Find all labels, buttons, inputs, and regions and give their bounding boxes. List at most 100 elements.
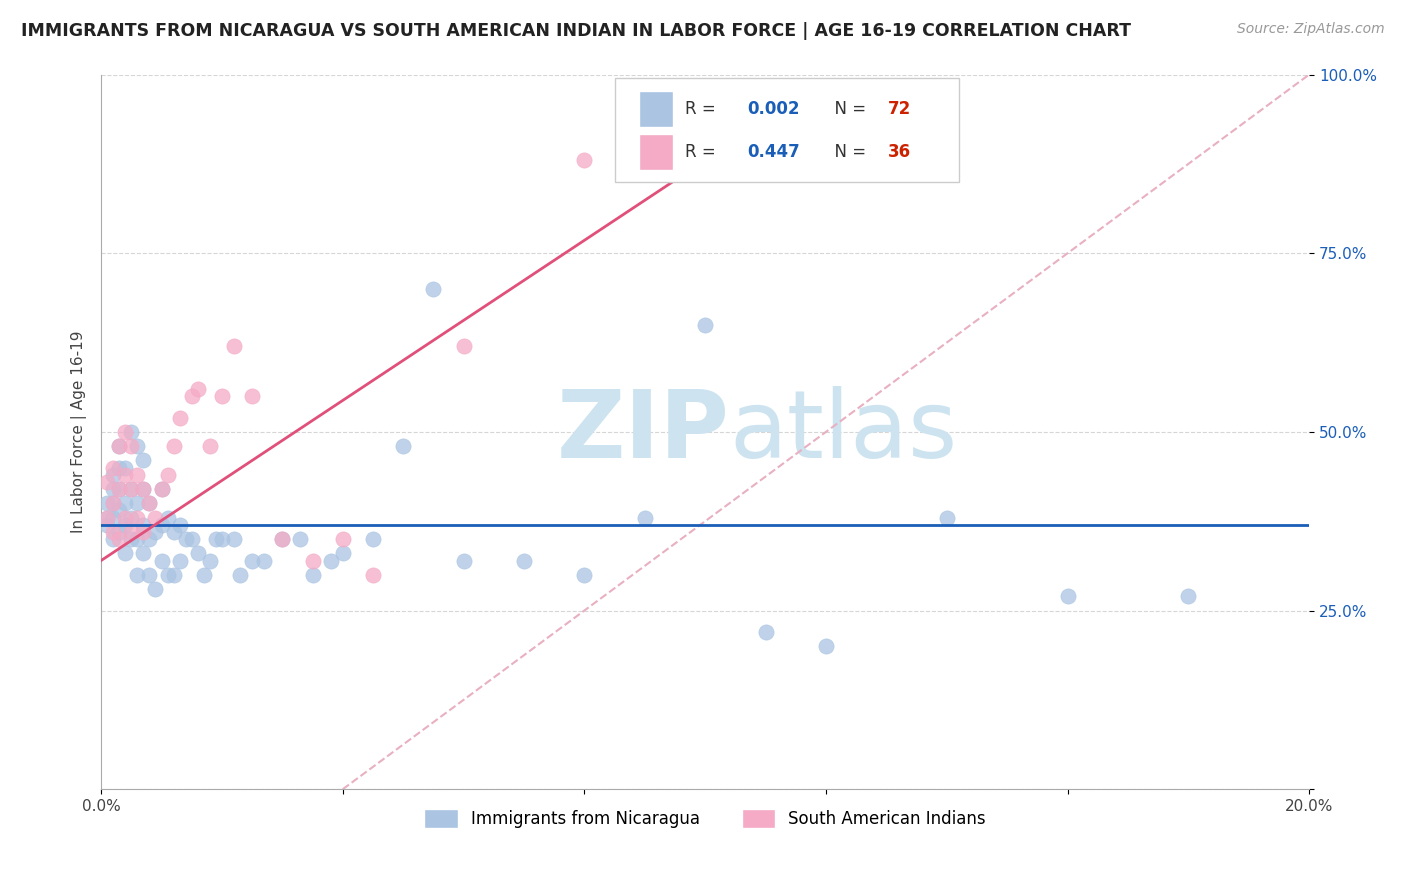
Point <box>132 482 155 496</box>
Point <box>114 496 136 510</box>
Point <box>108 460 131 475</box>
Point <box>169 553 191 567</box>
Point <box>120 439 142 453</box>
Point <box>127 496 149 510</box>
Point <box>180 389 202 403</box>
Point <box>156 510 179 524</box>
Point <box>127 439 149 453</box>
Point <box>150 482 173 496</box>
Point <box>120 510 142 524</box>
Point <box>1177 589 1199 603</box>
Y-axis label: In Labor Force | Age 16-19: In Labor Force | Age 16-19 <box>72 331 87 533</box>
Point <box>114 546 136 560</box>
Text: atlas: atlas <box>730 386 957 478</box>
Point <box>211 389 233 403</box>
Point <box>695 318 717 332</box>
Point <box>127 567 149 582</box>
Point <box>127 467 149 482</box>
Point <box>103 524 125 539</box>
Point <box>156 467 179 482</box>
Point <box>96 475 118 489</box>
Point <box>103 510 125 524</box>
Point <box>1056 589 1078 603</box>
Point <box>180 532 202 546</box>
Point <box>222 532 245 546</box>
Point <box>211 532 233 546</box>
Point <box>114 517 136 532</box>
Bar <box>638 91 672 127</box>
Point <box>103 467 125 482</box>
Text: R =: R = <box>685 143 721 161</box>
Point <box>222 339 245 353</box>
Point <box>229 567 252 582</box>
Point <box>108 532 131 546</box>
Point <box>120 524 142 539</box>
Point <box>103 482 125 496</box>
Point <box>935 510 957 524</box>
Point <box>513 553 536 567</box>
Point <box>240 553 263 567</box>
Point <box>132 453 155 467</box>
Point <box>132 482 155 496</box>
Point <box>96 510 118 524</box>
Point <box>108 439 131 453</box>
Point <box>138 567 160 582</box>
Point <box>114 425 136 439</box>
Point <box>103 532 125 546</box>
Point <box>120 482 142 496</box>
Point <box>108 503 131 517</box>
Point <box>271 532 294 546</box>
Point <box>319 553 342 567</box>
Point <box>634 510 657 524</box>
Point <box>96 496 118 510</box>
Point <box>114 510 136 524</box>
Point <box>96 510 118 524</box>
Point <box>138 496 160 510</box>
Point <box>103 496 125 510</box>
Point <box>187 382 209 396</box>
Point <box>271 532 294 546</box>
Point <box>156 567 179 582</box>
Point <box>96 517 118 532</box>
Point <box>162 524 184 539</box>
Point <box>127 532 149 546</box>
Point <box>150 553 173 567</box>
Point <box>120 425 142 439</box>
Point <box>145 510 167 524</box>
Point <box>108 482 131 496</box>
Point <box>392 439 415 453</box>
Point <box>120 532 142 546</box>
Point <box>169 517 191 532</box>
Point <box>138 496 160 510</box>
Text: 0.002: 0.002 <box>748 100 800 118</box>
Point <box>193 567 215 582</box>
Point <box>755 625 778 640</box>
Point <box>198 553 221 567</box>
Text: IMMIGRANTS FROM NICARAGUA VS SOUTH AMERICAN INDIAN IN LABOR FORCE | AGE 16-19 CO: IMMIGRANTS FROM NICARAGUA VS SOUTH AMERI… <box>21 22 1130 40</box>
Point <box>120 482 142 496</box>
Point <box>145 582 167 596</box>
Point <box>301 567 323 582</box>
Point <box>453 339 475 353</box>
Point <box>108 524 131 539</box>
Point <box>150 517 173 532</box>
FancyBboxPatch shape <box>614 78 959 182</box>
Point <box>162 439 184 453</box>
Point <box>453 553 475 567</box>
Point <box>361 567 384 582</box>
Text: 0.447: 0.447 <box>748 143 800 161</box>
Point <box>332 532 354 546</box>
Point <box>574 153 596 168</box>
Text: Source: ZipAtlas.com: Source: ZipAtlas.com <box>1237 22 1385 37</box>
Point <box>301 553 323 567</box>
Text: 72: 72 <box>887 100 911 118</box>
Point <box>814 640 837 654</box>
Point <box>138 532 160 546</box>
Point <box>103 496 125 510</box>
Text: N =: N = <box>824 143 870 161</box>
Point <box>145 524 167 539</box>
Point <box>150 482 173 496</box>
Point <box>198 439 221 453</box>
Point <box>108 482 131 496</box>
Text: R =: R = <box>685 100 721 118</box>
